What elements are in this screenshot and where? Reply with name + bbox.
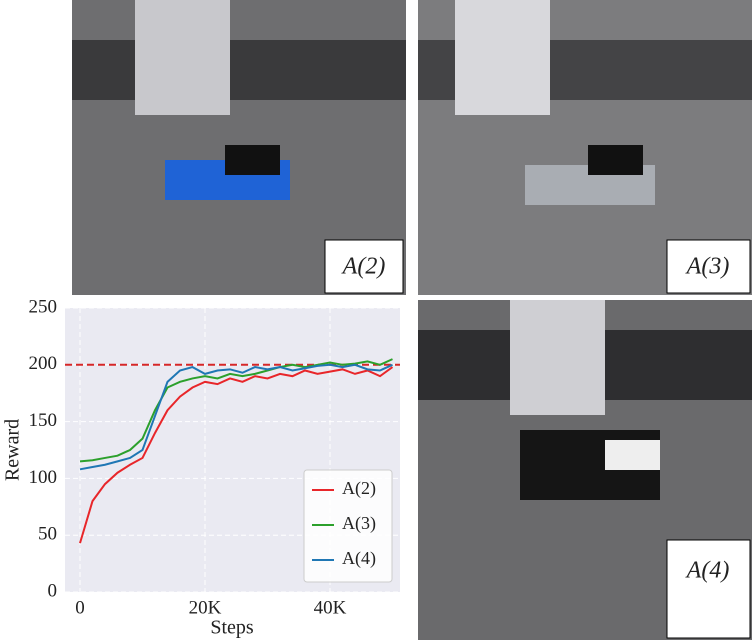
label-box	[666, 539, 751, 639]
label-box	[324, 239, 404, 294]
panel-label: A(4)	[685, 558, 730, 584]
photo-a4: A(4)	[418, 300, 752, 640]
marker	[605, 440, 660, 470]
y-tick-label: 0	[48, 580, 58, 601]
series-line	[79, 358, 393, 463]
x-tick-label: 20K	[189, 597, 222, 618]
marker	[588, 145, 643, 175]
x-tick-label: 0	[75, 597, 85, 618]
panel-label: A(2)	[341, 254, 386, 280]
legend	[303, 469, 393, 583]
y-tick-label: 100	[29, 467, 58, 488]
marker	[225, 145, 280, 175]
series-line	[79, 363, 393, 471]
y-tick-label: 50	[38, 524, 57, 545]
label-box	[666, 239, 751, 294]
photo-shade	[72, 40, 406, 100]
robot	[135, 0, 230, 115]
legend-label: A(4)	[342, 548, 376, 569]
x-axis-label: Steps	[210, 617, 254, 639]
robot	[510, 300, 605, 415]
panel-label: A(3)	[685, 254, 730, 280]
robot	[455, 0, 550, 115]
photo-a2: A(2)	[72, 0, 406, 295]
y-axis-label: Reward	[2, 419, 24, 481]
x-tick-label: 40K	[314, 597, 347, 618]
y-tick-label: 200	[29, 353, 58, 374]
y-tick-label: 150	[29, 410, 58, 431]
series-line	[79, 366, 394, 544]
y-tick-label: 250	[29, 296, 58, 317]
legend-label: A(2)	[342, 478, 376, 499]
photo-a3: A(3)	[418, 0, 752, 295]
legend-label: A(3)	[342, 513, 376, 534]
